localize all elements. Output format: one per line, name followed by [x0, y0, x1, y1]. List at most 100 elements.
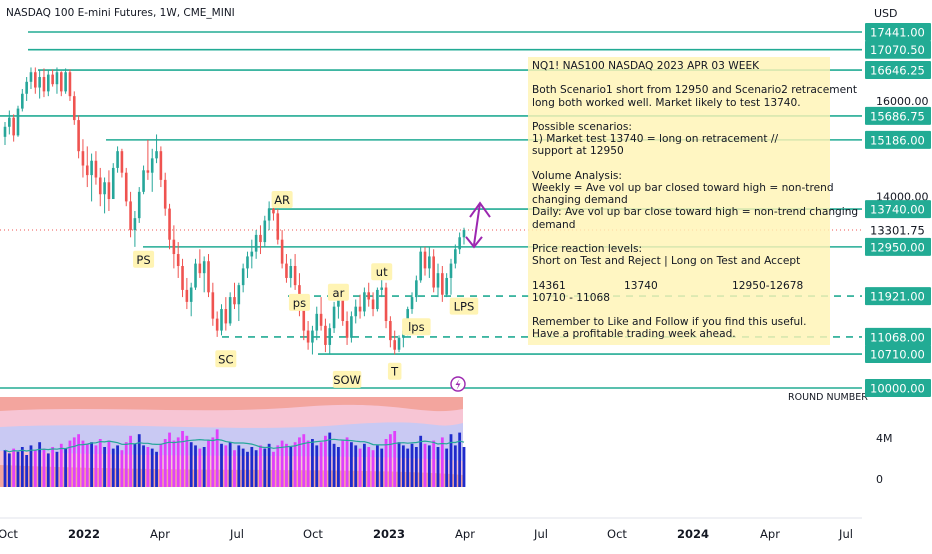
- candle-body[interactable]: [68, 72, 72, 97]
- candle-body[interactable]: [384, 287, 388, 322]
- candle-body[interactable]: [311, 330, 314, 343]
- candle-body[interactable]: [458, 237, 461, 250]
- candle-body[interactable]: [267, 208, 271, 221]
- candle-body[interactable]: [42, 77, 46, 92]
- candle-body[interactable]: [181, 266, 184, 290]
- candle-body[interactable]: [12, 117, 15, 136]
- candle-body[interactable]: [280, 239, 284, 264]
- candle-body[interactable]: [194, 263, 197, 288]
- candle-body[interactable]: [393, 340, 396, 350]
- candle-body[interactable]: [376, 289, 379, 310]
- candle-body[interactable]: [419, 251, 422, 281]
- candle-body[interactable]: [185, 289, 189, 302]
- candle-body[interactable]: [72, 96, 76, 121]
- candle-body[interactable]: [172, 239, 176, 255]
- candle-body[interactable]: [77, 120, 80, 152]
- candle-body[interactable]: [224, 309, 228, 324]
- candle-body[interactable]: [246, 256, 249, 269]
- candle-body[interactable]: [146, 170, 150, 173]
- candle-body[interactable]: [276, 213, 280, 240]
- candle-body[interactable]: [319, 313, 323, 326]
- candle-body[interactable]: [211, 292, 215, 319]
- candle-body[interactable]: [189, 287, 193, 302]
- candle-body[interactable]: [454, 249, 457, 264]
- candle-body[interactable]: [29, 72, 33, 82]
- candle-body[interactable]: [345, 321, 349, 338]
- candle-body[interactable]: [415, 280, 418, 298]
- candle-body[interactable]: [3, 126, 7, 137]
- candle-body[interactable]: [176, 254, 180, 267]
- candle-body[interactable]: [47, 74, 50, 92]
- candle-body[interactable]: [51, 74, 54, 85]
- candle-body[interactable]: [337, 299, 340, 307]
- candle-body[interactable]: [371, 299, 375, 310]
- candle-body[interactable]: [25, 81, 28, 94]
- candle-body[interactable]: [432, 256, 435, 288]
- candle-body[interactable]: [462, 230, 466, 238]
- candle-body[interactable]: [358, 306, 362, 312]
- candle-body[interactable]: [129, 201, 132, 231]
- candle-body[interactable]: [445, 277, 448, 295]
- candle-body[interactable]: [124, 172, 128, 202]
- candle-body[interactable]: [155, 151, 158, 159]
- candle-body[interactable]: [380, 287, 384, 290]
- candle-body[interactable]: [423, 251, 427, 269]
- candle-body[interactable]: [137, 191, 141, 219]
- candle-body[interactable]: [228, 297, 232, 324]
- candle-body[interactable]: [263, 220, 267, 243]
- candle-body[interactable]: [341, 299, 345, 322]
- candle-body[interactable]: [21, 93, 24, 109]
- candle-body[interactable]: [350, 316, 353, 338]
- candle-body[interactable]: [241, 268, 245, 286]
- candle-body[interactable]: [202, 261, 206, 274]
- candle-body[interactable]: [94, 160, 98, 178]
- candle-body[interactable]: [34, 72, 37, 88]
- candle-body[interactable]: [233, 297, 236, 305]
- candle-body[interactable]: [59, 72, 63, 92]
- candle-body[interactable]: [332, 306, 336, 329]
- candle-body[interactable]: [367, 292, 371, 300]
- candle-body[interactable]: [90, 160, 93, 176]
- candle-body[interactable]: [133, 218, 137, 231]
- candle-body[interactable]: [38, 77, 41, 88]
- candle-body[interactable]: [116, 151, 119, 168]
- candle-body[interactable]: [306, 330, 310, 343]
- candle-body[interactable]: [111, 167, 115, 200]
- candle-body[interactable]: [289, 266, 293, 278]
- candle-body[interactable]: [16, 108, 20, 136]
- analysis-note[interactable]: NQ1! NAS100 NASDAQ 2023 APR 03 WEEK Both …: [528, 57, 858, 345]
- candle-body[interactable]: [328, 328, 332, 345]
- candle-body[interactable]: [198, 263, 202, 274]
- candle-body[interactable]: [207, 261, 210, 293]
- candle-body[interactable]: [215, 318, 219, 331]
- candle-body[interactable]: [259, 234, 262, 243]
- candle-body[interactable]: [436, 273, 440, 288]
- candle-body[interactable]: [142, 170, 145, 192]
- candle-body[interactable]: [8, 117, 11, 127]
- candle-body[interactable]: [389, 321, 392, 341]
- candle-body[interactable]: [64, 72, 67, 92]
- candle-body[interactable]: [150, 158, 154, 173]
- candle-body[interactable]: [293, 266, 297, 286]
- candle-body[interactable]: [324, 325, 327, 345]
- candle-body[interactable]: [254, 234, 258, 252]
- candle-body[interactable]: [428, 256, 431, 269]
- candle-body[interactable]: [410, 297, 414, 310]
- candle-body[interactable]: [220, 309, 223, 331]
- candle-body[interactable]: [55, 72, 59, 85]
- candle-body[interactable]: [103, 182, 106, 195]
- candle-body[interactable]: [302, 309, 306, 331]
- candle-body[interactable]: [315, 313, 319, 331]
- candle-body[interactable]: [285, 263, 288, 278]
- candle-body[interactable]: [85, 165, 89, 176]
- candle-body[interactable]: [163, 179, 167, 209]
- candle-body[interactable]: [354, 306, 358, 317]
- candle-body[interactable]: [441, 273, 444, 295]
- candle-body[interactable]: [449, 263, 453, 278]
- candle-body[interactable]: [168, 208, 171, 240]
- candle-body[interactable]: [107, 182, 111, 200]
- candle-body[interactable]: [98, 177, 102, 195]
- candle-body[interactable]: [250, 251, 254, 257]
